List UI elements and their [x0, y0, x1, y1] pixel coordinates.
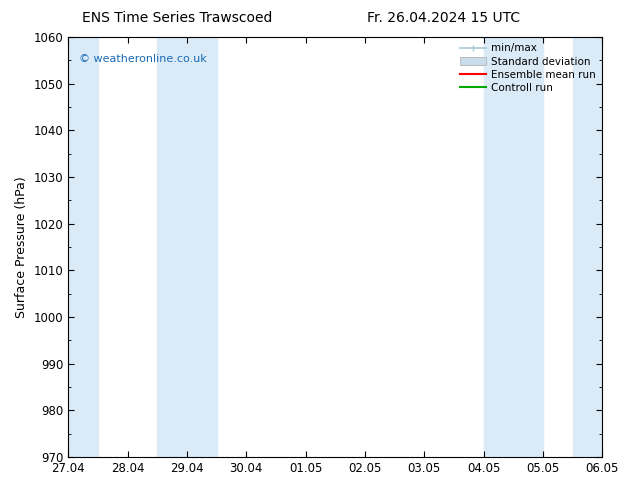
- Y-axis label: Surface Pressure (hPa): Surface Pressure (hPa): [15, 176, 28, 318]
- Bar: [573, 37, 602, 457]
- Legend: min/max, Standard deviation, Ensemble mean run, Controll run: min/max, Standard deviation, Ensemble me…: [456, 39, 600, 97]
- Bar: [68, 37, 98, 457]
- Text: ENS Time Series Trawscoed: ENS Time Series Trawscoed: [82, 11, 273, 25]
- Bar: [514, 37, 543, 457]
- Text: Fr. 26.04.2024 15 UTC: Fr. 26.04.2024 15 UTC: [367, 11, 521, 25]
- Bar: [484, 37, 514, 457]
- Text: © weatheronline.co.uk: © weatheronline.co.uk: [79, 54, 207, 64]
- Bar: [157, 37, 217, 457]
